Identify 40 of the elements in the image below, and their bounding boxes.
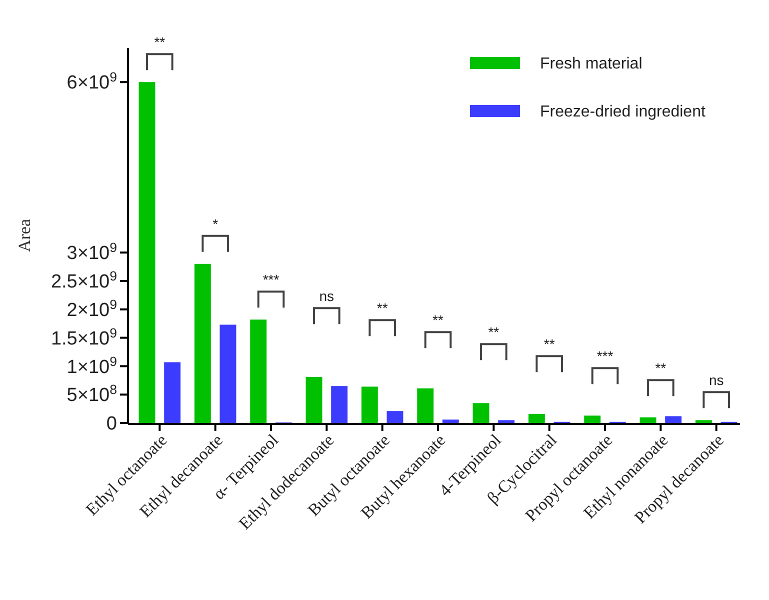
bar [220,324,236,423]
annotation: * [212,216,219,232]
bar [138,82,156,423]
y-tick-label: 5×10$^{8}$ [66,382,117,406]
bar [250,320,267,423]
bar [306,376,322,423]
y-tick-label: 2×10$^{9}$ [66,296,117,322]
y-tick-label: 1×10$^{9}$ [66,353,117,378]
bar [528,414,545,423]
bar [695,420,712,423]
bar [665,416,682,423]
bar [472,403,490,423]
bar [640,417,656,423]
annotation: ** [655,360,667,376]
bar [361,386,378,423]
y-tick-label: 3×10$^{9}$ [66,240,117,264]
annotation: ns [319,288,334,304]
bar [417,388,434,423]
bar [194,264,211,423]
bar [331,386,348,423]
bar [386,411,404,423]
annotation: ** [376,300,388,316]
legend-label: Fresh material [540,56,642,73]
bar [584,416,601,423]
annotation: ** [154,34,166,50]
y-axis-title: Area [15,218,34,252]
annotation: *** [596,348,614,364]
annotation: ns [708,372,724,388]
y-tick-label: 6×10$^{9}$ [66,69,117,94]
y-tick-label: 2.5×10$^{9}$ [50,268,117,293]
bar [442,420,459,423]
annotation: ** [432,312,444,328]
annotation: *** [262,272,280,288]
annotation: ** [488,324,500,340]
bar [498,420,515,423]
legend-label: Freeze-dried ingredient [540,104,706,121]
annotation: ** [544,336,556,352]
y-tick-label: 0 [106,414,117,435]
bar [164,362,181,423]
y-tick-label: 1.5×10$^{9}$ [50,324,117,350]
